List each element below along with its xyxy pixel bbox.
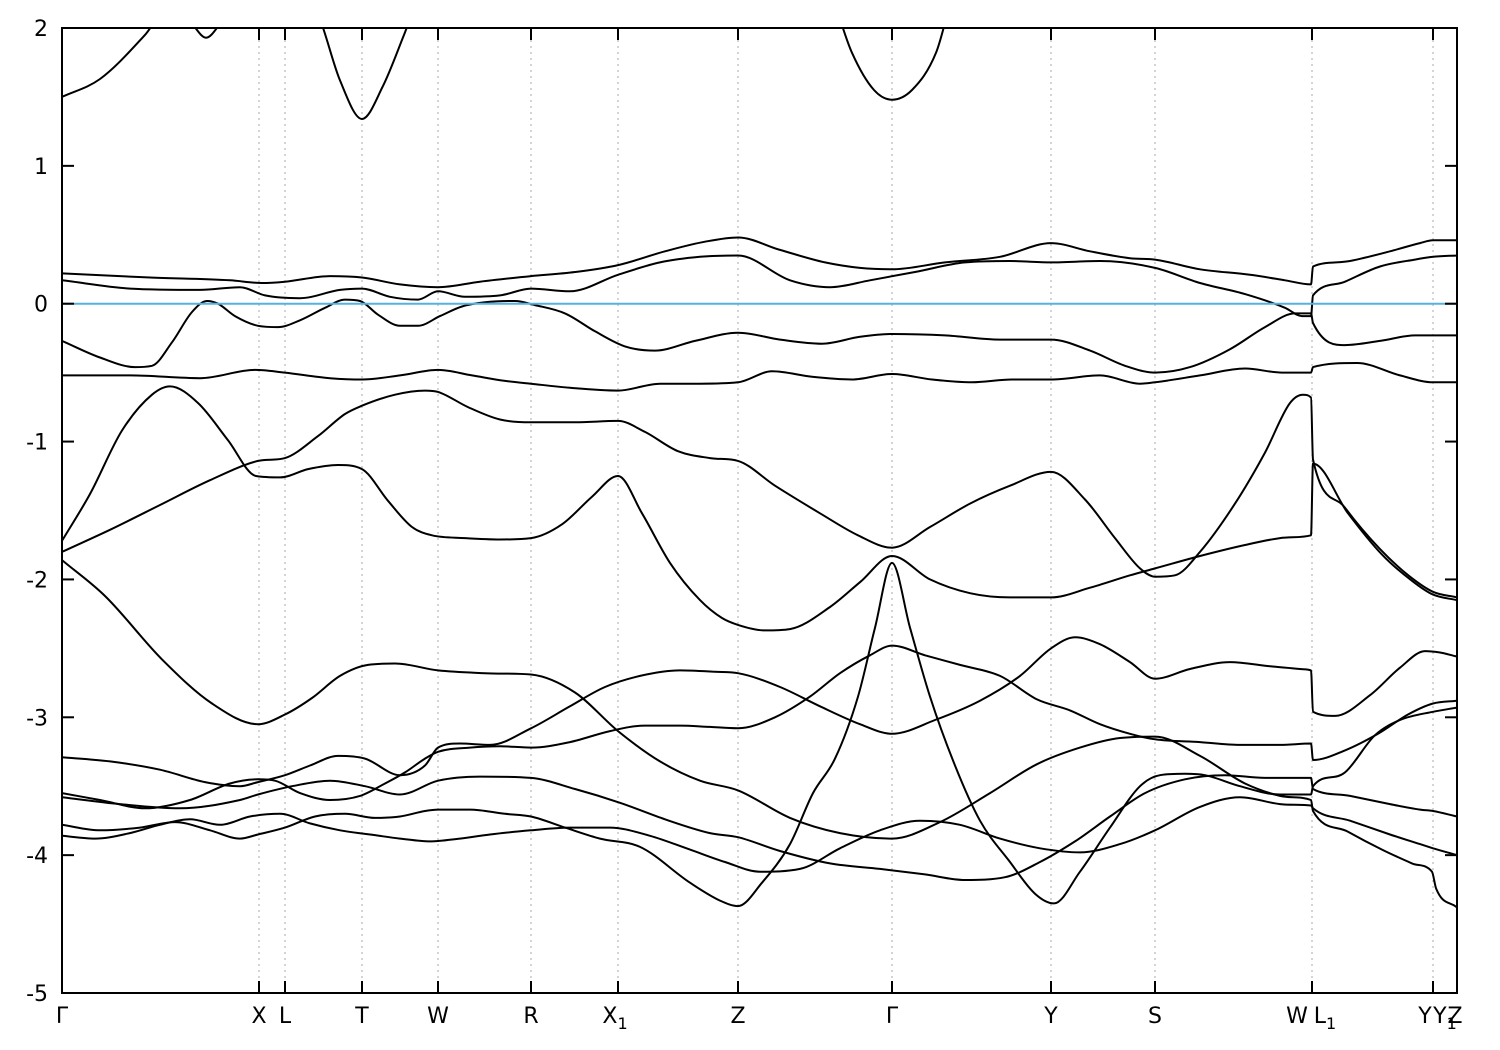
y-tick-label: -2	[26, 568, 48, 593]
band-02	[62, 236, 1457, 289]
band-11	[62, 561, 1457, 908]
x-tick-label: Γ	[56, 1004, 69, 1029]
band-04	[62, 298, 1457, 374]
y-tick-label: -1	[26, 431, 48, 456]
band-08	[62, 559, 1457, 909]
x-tick-label: R	[523, 1004, 538, 1029]
x-tick-label: W	[427, 1004, 449, 1029]
y-tick-label: 0	[34, 293, 48, 318]
band-lines	[62, 28, 1457, 909]
tick-marks	[62, 27, 1457, 994]
y-tick-label: -4	[26, 844, 48, 869]
band-01-conduction	[62, 28, 945, 121]
plot-border	[61, 27, 1458, 994]
x-axis-labels: Γ X L T W R X1 Z Γ Y S W L1 Y Y1Z	[56, 1004, 1463, 1033]
y-tick-label: 2	[34, 17, 48, 42]
x-tick-label: L	[279, 1004, 292, 1029]
x-tick-label: T	[354, 1004, 369, 1029]
x-tick-label: Y	[1417, 1004, 1432, 1029]
x-tick-label: X1	[602, 1004, 627, 1033]
band-09	[62, 636, 1457, 788]
band-13	[62, 774, 1457, 882]
x-tick-label: W	[1286, 1004, 1308, 1029]
band-05	[62, 361, 1457, 392]
band-10	[62, 644, 1457, 810]
x-tick-label: Y	[1043, 1004, 1058, 1029]
y-tick-label: -3	[26, 706, 48, 731]
x-tick-label: Z	[730, 1004, 745, 1029]
x-tick-label: Z	[1447, 1004, 1462, 1029]
y-axis-labels: 2 1 0 -1 -2 -3 -4 -5	[26, 17, 48, 1007]
y-tick-label: 1	[34, 155, 48, 180]
band-06	[62, 389, 1457, 599]
x-tick-label: Γ	[886, 1004, 899, 1029]
y-tick-label: -5	[26, 982, 48, 1007]
band-07	[62, 385, 1457, 632]
band-03	[62, 254, 1457, 318]
x-tick-label: Y1	[1432, 1004, 1457, 1033]
band-12	[62, 796, 1457, 873]
x-tick-label: L1	[1314, 1004, 1336, 1033]
x-tick-label: X	[251, 1004, 266, 1029]
x-tick-label: S	[1148, 1004, 1162, 1029]
grid-lines	[258, 28, 1434, 993]
